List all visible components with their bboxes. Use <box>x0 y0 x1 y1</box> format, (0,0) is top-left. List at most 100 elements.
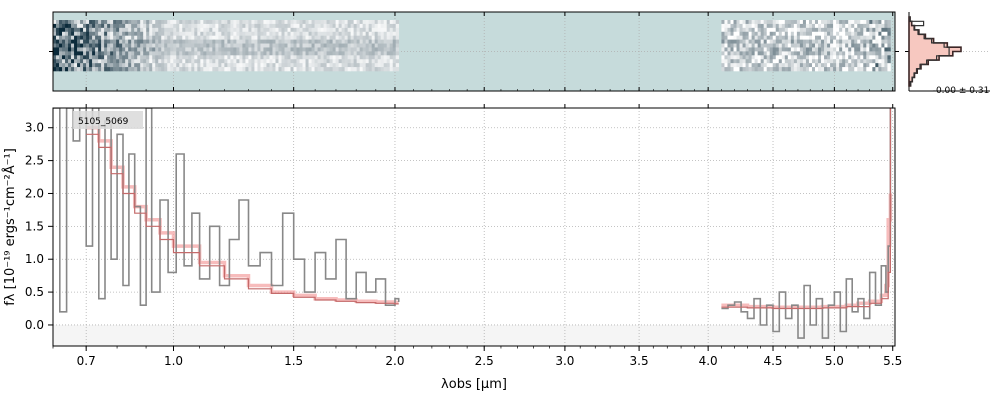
spectrum-2d-pixel <box>167 59 171 64</box>
spectrum-2d-pixel <box>745 27 749 33</box>
spectrum-2d-pixel <box>272 43 276 48</box>
spectrum-2d-pixel <box>296 35 300 40</box>
spectrum-2d-pixel <box>287 63 291 68</box>
spectrum-2d-pixel <box>176 63 180 68</box>
spectrum-2d-pixel <box>359 43 363 48</box>
spectrum-2d-pixel <box>92 59 96 64</box>
spectrum-2d-pixel <box>884 51 888 56</box>
spectrum-2d-pixel <box>269 31 273 36</box>
spectrum-2d-pixel <box>854 39 858 44</box>
spectrum-2d-pixel <box>742 23 746 29</box>
spectrum-2d-pixel <box>95 27 99 33</box>
spectrum-2d-pixel <box>818 55 822 60</box>
spectrum-2d-pixel <box>185 67 189 72</box>
spectrum-2d-pixel <box>65 35 69 40</box>
spectrum-2d-pixel <box>77 47 81 52</box>
spectrum-2d-pixel <box>155 47 159 52</box>
spectrum-2d-pixel <box>86 63 90 68</box>
spectrum-2d-pixel <box>362 39 366 44</box>
spectrum-2d-pixel <box>125 27 129 33</box>
spectrum-2d-pixel <box>206 31 210 36</box>
spectrum-2d-pixel <box>98 39 102 44</box>
spectrum-2d-pixel <box>137 55 141 60</box>
spectrum-2d-pixel <box>836 43 840 48</box>
spectrum-2d-pixel <box>386 63 391 68</box>
spectrum-2d-pixel <box>128 43 132 48</box>
spectrum-2d-pixel <box>356 67 360 72</box>
spectrum-2d-pixel <box>395 63 400 68</box>
spectrum-2d-pixel <box>287 67 291 72</box>
spectrum-2d-pixel <box>833 20 837 25</box>
spectrum-2d-pixel <box>308 59 312 64</box>
spectrum-2d-pixel <box>239 51 243 56</box>
spectrum-2d-pixel <box>332 43 336 48</box>
spectrum-2d-pixel <box>821 63 825 68</box>
spectrum-2d-pixel <box>778 35 783 40</box>
spectrum-2d-pixel <box>179 59 183 64</box>
spectrum-2d-pixel <box>218 55 222 60</box>
spectrum-2d-pixel <box>757 27 761 33</box>
spectrum-2d-pixel <box>191 55 195 60</box>
spectrum-2d-pixel <box>143 20 147 25</box>
spectrum-2d-pixel <box>131 31 135 36</box>
spectrum-2d-pixel <box>796 59 801 64</box>
spectrum-2d-pixel <box>212 39 216 44</box>
spectrum-2d-pixel <box>86 67 90 72</box>
spectrum-2d-pixel <box>215 23 219 29</box>
spectrum-2d-pixel <box>818 27 822 33</box>
spectrum-2d-pixel <box>842 20 846 25</box>
spectrum-2d-pixel <box>254 31 258 36</box>
spectrum-2d-pixel <box>182 20 186 25</box>
spectrum-2d-pixel <box>119 27 123 33</box>
spectrum-2d-pixel <box>793 51 798 56</box>
spectrum-2d-pixel <box>736 27 740 33</box>
spectrum-2d-pixel <box>224 39 228 44</box>
spectrum-2d-pixel <box>872 27 876 33</box>
spectrum-2d-pixel <box>766 20 771 25</box>
spectrum-2d-pixel <box>326 67 330 72</box>
spectrum-2d-pixel <box>736 59 740 64</box>
spectrum-2d-pixel <box>793 35 798 40</box>
spectrum-2d-pixel <box>824 67 828 72</box>
spectrum-2d-pixel <box>323 59 327 64</box>
spectrum-2d-pixel <box>772 23 777 29</box>
spectrum-2d-pixel <box>134 67 138 72</box>
spectrum-2d-pixel <box>302 35 306 40</box>
spectrum-2d-pixel <box>863 27 867 33</box>
spectrum-2d-pixel <box>317 59 321 64</box>
spectrum-2d-pixel <box>104 67 108 72</box>
spectrum-2d-pixel <box>116 51 120 56</box>
spectrum-2d-pixel <box>727 20 731 25</box>
spectrum-2d-pixel <box>383 27 388 33</box>
spectrum-2d-pixel <box>155 23 159 29</box>
spectrum-2d-pixel <box>134 20 138 25</box>
spectrum-2d-pixel <box>122 39 126 44</box>
spectrum-2d-pixel <box>56 39 60 44</box>
spectrum-2d-pixel <box>152 55 156 60</box>
spectrum-2d-pixel <box>173 39 177 44</box>
series-model-line <box>721 108 891 310</box>
spectrum-2d-pixel <box>808 59 813 64</box>
spectrum-2d-pixel <box>314 59 318 64</box>
spectrum-2d-pixel <box>146 43 150 48</box>
spectrum-2d-pixel <box>290 20 294 25</box>
spectrum-2d-pixel <box>866 35 870 40</box>
spectrum-2d-pixel <box>383 35 388 40</box>
spectrum-2d-pixel <box>179 47 183 52</box>
spectrum-2d-pixel <box>736 43 740 48</box>
spectrum-2d-pixel <box>209 27 213 33</box>
spectrum-2d-pixel <box>236 27 240 33</box>
spectrum-2d-pixel <box>875 59 879 64</box>
spectrum-2d-pixel <box>721 67 725 72</box>
spectrum-2d-pixel <box>137 20 141 25</box>
spectrum-2d-pixel <box>179 63 183 68</box>
spectrum-2d-pixel <box>86 23 90 29</box>
spectrum-2d-pixel <box>383 31 388 36</box>
spectrum-2d-pixel <box>317 51 321 56</box>
spectrum-2d-pixel <box>182 43 186 48</box>
spectrum-2d-pixel <box>848 51 852 56</box>
spectrum-2d-pixel <box>827 59 831 64</box>
spectrum-2d-pixel <box>134 55 138 60</box>
spectrum-2d-pixel <box>263 63 267 68</box>
spectrum-2d-pixel <box>736 39 740 44</box>
